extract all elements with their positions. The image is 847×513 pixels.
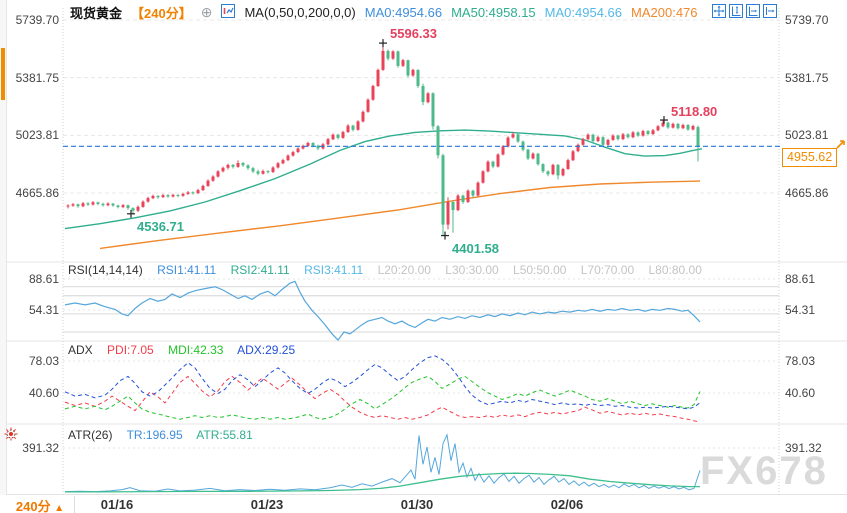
axis-left-main-1: 5739.70 bbox=[15, 13, 59, 27]
axis-right-main-3: 5023.81 bbox=[785, 128, 829, 142]
axis-left-main-3: 5023.81 bbox=[15, 128, 59, 142]
mdi-value: MDI:42.33 bbox=[168, 343, 224, 357]
adx-name: ADX bbox=[68, 343, 93, 357]
axis-left-rsi-1: 88.61 bbox=[28, 272, 59, 286]
period-text: 240分 bbox=[15, 499, 51, 513]
date-label-1: 01/16 bbox=[100, 497, 134, 512]
rsi2-value: RSI2:41.11 bbox=[230, 263, 290, 277]
axis-right-rsi-1: 88.61 bbox=[785, 272, 816, 286]
axis-right-atr-1: 391.32 bbox=[785, 441, 822, 455]
date-label-4: 02/06 bbox=[550, 497, 584, 512]
symbol-name[interactable]: 现货黄金 bbox=[70, 6, 123, 21]
circle-plus-icon[interactable]: ⊕ bbox=[200, 4, 213, 20]
watermark: FX678 bbox=[700, 449, 828, 493]
axis-right-adx-2: 40.60 bbox=[785, 386, 816, 400]
axis-right-rsi-2: 54.31 bbox=[785, 303, 816, 317]
date-label-3: 01/30 bbox=[400, 497, 434, 512]
mini-chart-icon[interactable] bbox=[221, 4, 236, 21]
chart-header: 现货黄金 【240分】 ⊕ MA(0,50,0,200,0,0) MA0:495… bbox=[70, 3, 698, 22]
rsi-level-l70: L70:70.00 bbox=[580, 263, 635, 277]
rsi3-value: RSI3:41.11 bbox=[304, 263, 364, 277]
rsi-level-l20: L20:20.00 bbox=[377, 263, 431, 277]
atr-name: ATR(26) bbox=[68, 428, 113, 442]
rsi-name: RSI(14,14,14) bbox=[68, 263, 143, 277]
rsi-legend: RSI(14,14,14) RSI1:41.11 RSI2:41.11 RSI3… bbox=[68, 263, 713, 277]
rsi-level-l30: L30:30.00 bbox=[445, 263, 499, 277]
price-up-arrow-icon bbox=[836, 136, 846, 154]
axis-left-adx-1: 78.03 bbox=[28, 354, 59, 368]
axis-left-adx-2: 40.60 bbox=[28, 386, 59, 400]
low-annotation-1: 4536.71 bbox=[137, 218, 184, 234]
rsi-level-l80: L80:80.00 bbox=[648, 263, 702, 277]
swing-high-annotation: 5118.80 bbox=[671, 104, 718, 120]
tr-value: TR:196.95 bbox=[126, 428, 183, 442]
ma0b-value: MA0:4954.66 bbox=[544, 5, 623, 20]
ma0-value: MA0:4954.66 bbox=[364, 5, 443, 20]
current-price-tag: 4955.62 bbox=[782, 148, 838, 168]
axis-left-atr-1: 391.32 bbox=[22, 441, 59, 455]
ma50-value: MA50:4958.15 bbox=[451, 5, 536, 20]
axis-left-main-4: 4665.86 bbox=[15, 186, 59, 200]
period-label[interactable]: 【240分】 bbox=[131, 6, 192, 21]
axis-left-main-2: 5381.75 bbox=[15, 71, 59, 85]
shift-right-icon[interactable] bbox=[763, 4, 777, 18]
chart-toolbar bbox=[712, 4, 777, 18]
period-arrow-icon: ▲ bbox=[54, 503, 65, 513]
atr-value: ATR:55.81 bbox=[196, 428, 253, 442]
time-axis: 240分 ▲ 01/16 01/23 01/30 02/06 bbox=[0, 495, 847, 513]
axis-right-main-1: 5739.70 bbox=[785, 13, 829, 27]
left-scrollbar[interactable] bbox=[0, 0, 7, 513]
low-annotation-2: 4401.58 bbox=[452, 240, 499, 256]
ma-settings: MA(0,50,0,200,0,0) bbox=[244, 5, 356, 20]
high-annotation: 5596.33 bbox=[390, 26, 437, 42]
pdi-value: PDI:7.05 bbox=[107, 343, 154, 357]
adx-value: ADX:29.25 bbox=[237, 343, 296, 357]
axis-right-adx-1: 78.03 bbox=[785, 354, 816, 368]
period-selector[interactable]: 240分 ▲ bbox=[6, 496, 75, 513]
rsi-level-l50: L50:50.00 bbox=[513, 263, 567, 277]
move-icon[interactable] bbox=[712, 4, 726, 18]
atr-legend: ATR(26) TR:196.95 ATR:55.81 bbox=[68, 428, 264, 442]
axis-left-rsi-2: 54.31 bbox=[28, 303, 59, 317]
rsi1-value: RSI1:41.11 bbox=[157, 263, 217, 277]
ma200-value: MA200:476 bbox=[631, 5, 698, 20]
adx-legend: ADX PDI:7.05 MDI:42.33 ADX:29.25 bbox=[68, 343, 306, 357]
date-label-2: 01/23 bbox=[250, 497, 284, 512]
axis-zoom-x-icon[interactable] bbox=[746, 4, 760, 18]
axis-right-main-2: 5381.75 bbox=[785, 71, 829, 85]
axis-right-main-4: 4665.86 bbox=[785, 186, 829, 200]
axis-zoom-y-icon[interactable] bbox=[729, 4, 743, 18]
left-scrollbar-thumb[interactable] bbox=[1, 48, 5, 100]
indicator-settings-icon[interactable] bbox=[3, 426, 19, 447]
